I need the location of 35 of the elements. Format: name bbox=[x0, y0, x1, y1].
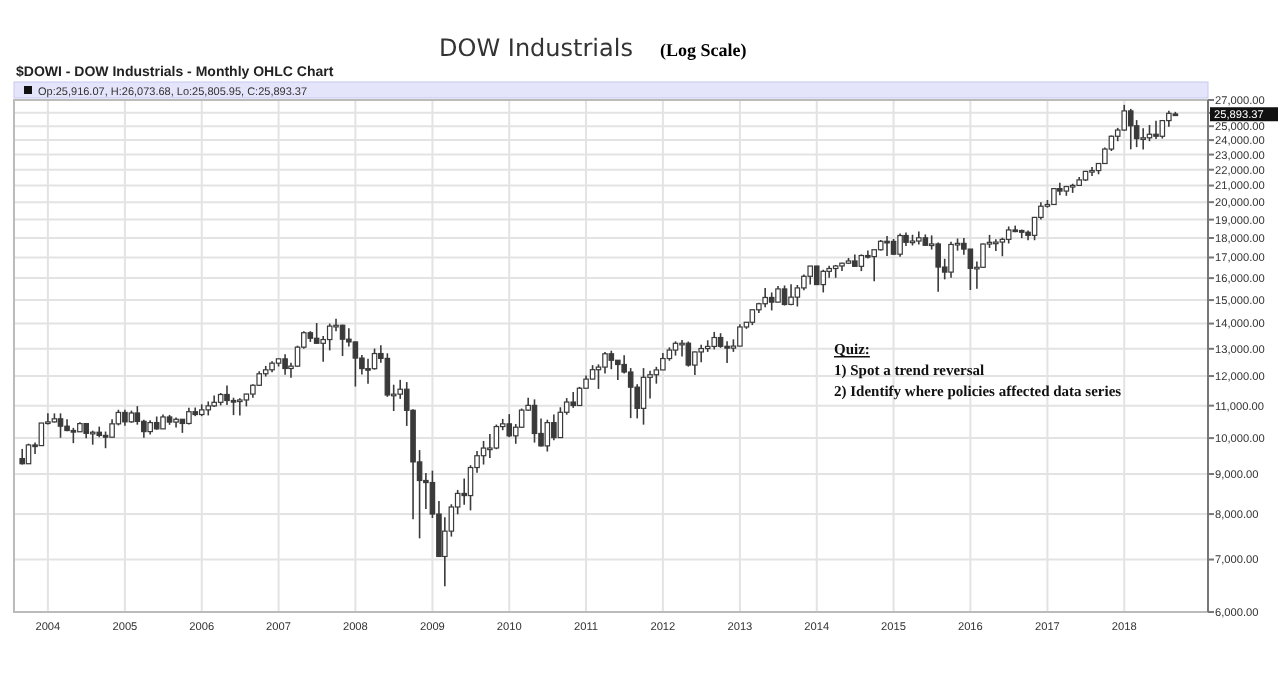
candlestick bbox=[871, 248, 877, 283]
candlestick bbox=[897, 232, 903, 258]
chart-title: DOW Industrials bbox=[439, 34, 633, 62]
candlestick bbox=[339, 323, 346, 357]
text: (Log Scale) bbox=[660, 40, 747, 60]
candlestick bbox=[813, 265, 820, 286]
candlestick bbox=[551, 413, 557, 442]
candlestick bbox=[615, 359, 621, 381]
candlestick bbox=[948, 241, 954, 279]
candlestick bbox=[506, 413, 513, 439]
candlestick bbox=[781, 284, 788, 307]
candlestick bbox=[38, 422, 45, 447]
candlestick bbox=[493, 423, 500, 451]
candlestick bbox=[884, 235, 890, 257]
candlestick bbox=[237, 397, 243, 417]
candlestick bbox=[762, 287, 768, 309]
candlestick bbox=[820, 268, 827, 294]
candlestick bbox=[737, 323, 743, 347]
candlestick bbox=[1140, 127, 1146, 151]
candlestick bbox=[692, 350, 698, 376]
candlestick bbox=[724, 340, 730, 364]
candlestick bbox=[608, 349, 615, 370]
candlestick bbox=[282, 353, 288, 376]
candlestick bbox=[935, 241, 941, 293]
candlestick bbox=[685, 340, 692, 368]
candlestick bbox=[1127, 108, 1134, 151]
candlestick bbox=[627, 367, 634, 419]
candlestick bbox=[544, 418, 551, 453]
candlestick bbox=[480, 440, 487, 466]
candlestick bbox=[487, 433, 493, 459]
candlestick bbox=[807, 265, 814, 286]
candlestick bbox=[333, 317, 339, 333]
candlestick bbox=[57, 412, 64, 439]
candlestick bbox=[1153, 119, 1159, 140]
candlestick bbox=[993, 238, 999, 252]
